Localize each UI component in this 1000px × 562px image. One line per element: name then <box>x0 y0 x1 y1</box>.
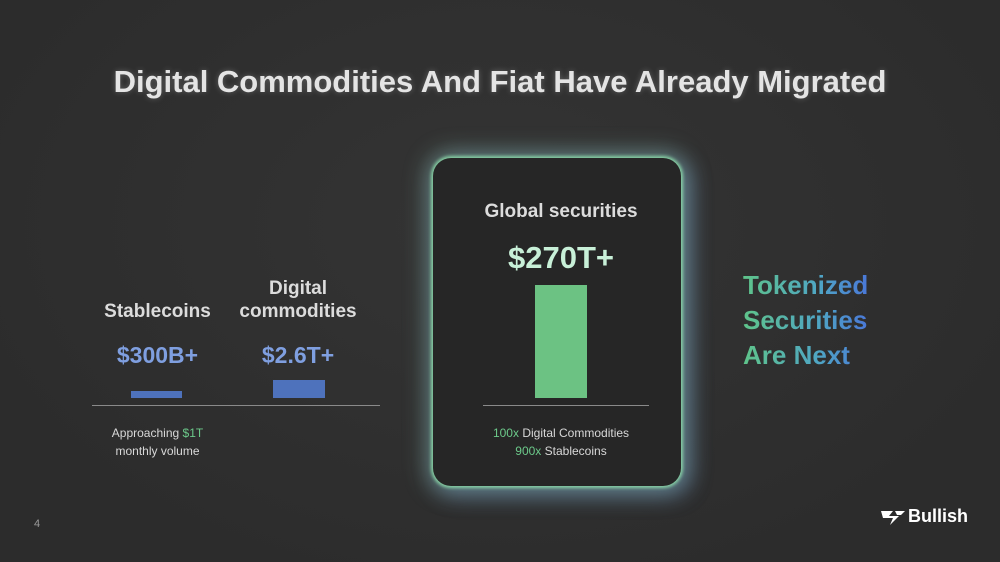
callout-line: Securities <box>743 305 868 335</box>
callout: Tokenized Securities Are Next <box>743 268 868 373</box>
callout-line: Tokenized <box>743 270 869 300</box>
item-value: $300B+ <box>116 342 199 368</box>
note-text: monthly volume <box>115 444 200 458</box>
item-note: Approaching $1T monthly volume <box>90 424 225 460</box>
callout-line: Are Next <box>743 340 850 370</box>
item-label: Global securities <box>484 201 638 222</box>
baseline <box>483 405 649 406</box>
item-label: Stablecoins <box>104 301 211 322</box>
bar <box>273 380 325 398</box>
note-text: Approaching <box>111 426 180 440</box>
slide-title: Digital Commodities And Fiat Have Alread… <box>113 64 887 99</box>
page-number: 4 <box>34 518 41 530</box>
note-highlight: 900x <box>515 444 542 458</box>
logo-text: Bullish <box>908 506 969 526</box>
logo-mark <box>881 511 905 525</box>
note-text: Stablecoins <box>544 444 607 458</box>
item-label: Digital commodities <box>239 278 357 322</box>
bar <box>535 285 587 398</box>
note-text: Digital Commodities <box>522 426 630 440</box>
item-value: $270T+ <box>507 240 614 275</box>
note-highlight: 100x <box>492 426 519 440</box>
bar <box>131 391 182 398</box>
baseline <box>92 405 380 406</box>
note-highlight: $1T <box>182 426 204 440</box>
item-note: 100x Digital Commodities 900x Stablecoin… <box>433 424 689 460</box>
item-value: $2.6T+ <box>261 342 335 368</box>
